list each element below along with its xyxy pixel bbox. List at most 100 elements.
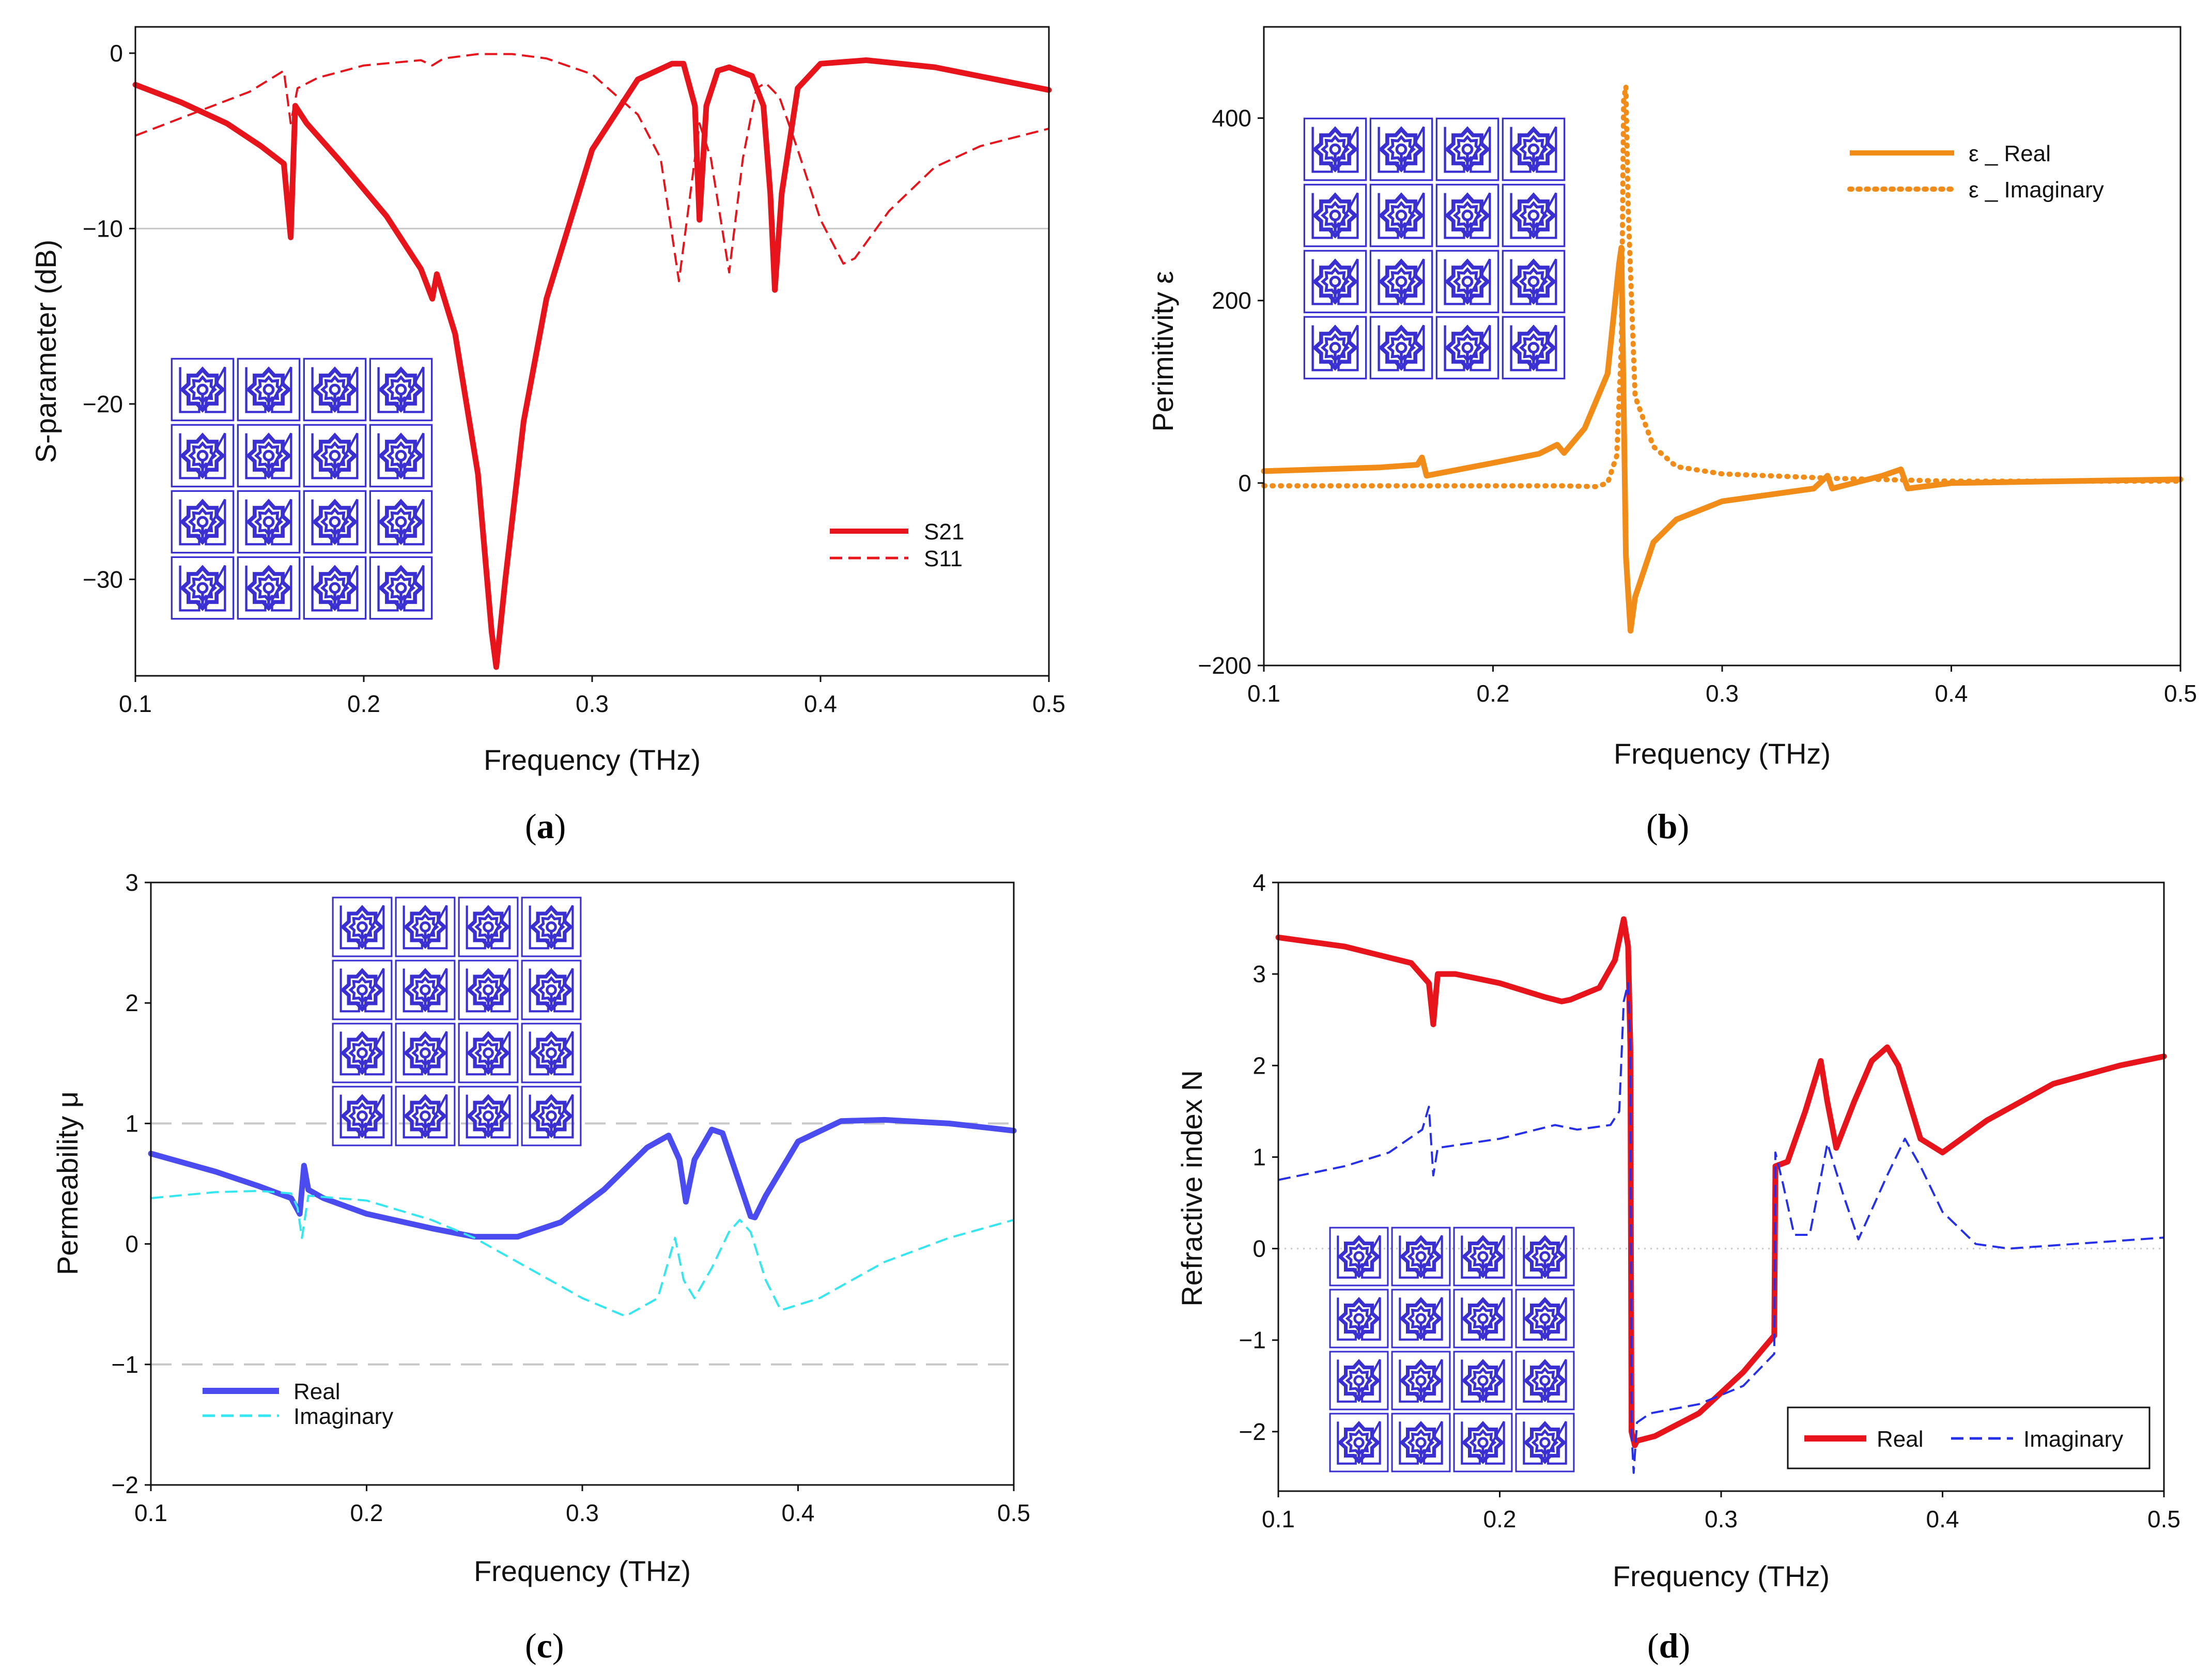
series-group-a — [132, 53, 1052, 670]
y-tick-label: −10 — [83, 215, 123, 242]
caption-d: (d) — [1647, 1626, 1690, 1665]
gridlines-c — [151, 1122, 1014, 1366]
panel-b: 0.1 0.2 0.3 0.4 0.5 −200 0 200 400 Frequency (T… — [1147, 26, 2197, 846]
unit-cell-icon — [396, 1087, 455, 1145]
caption-a: (a) — [525, 807, 566, 846]
unit-cell-icon — [522, 1024, 581, 1082]
legend-a: S21 S11 — [830, 519, 964, 571]
x-ticks-c: 0.1 0.2 0.3 0.4 0.5 — [134, 1485, 1030, 1526]
unit-cell-icon — [238, 425, 299, 486]
series-line-a-s11 — [135, 53, 1049, 283]
legend-label-s11: S11 — [924, 546, 963, 571]
unit-cell-icon — [1516, 1228, 1574, 1285]
y-axis-label-c: Permeability μ — [51, 1091, 84, 1275]
x-tick-label: 0.3 — [566, 1499, 599, 1526]
x-ticks-d: 0.1 0.2 0.3 0.4 0.5 — [1262, 1491, 2180, 1532]
y-axis-label-a: S-parameter (dB) — [29, 240, 62, 463]
unit-cell-icon — [522, 1087, 581, 1145]
x-tick-label: 0.2 — [347, 690, 380, 717]
x-tick-label: 0.5 — [1032, 690, 1065, 717]
y-tick-label: 0 — [125, 1231, 138, 1258]
x-axis-label-a: Frequency (THz) — [484, 743, 701, 776]
unit-cell-icon — [1454, 1414, 1512, 1471]
x-tick-label: 0.1 — [1247, 680, 1280, 707]
unit-cell-icon — [1370, 317, 1432, 378]
y-tick-label: 200 — [1212, 287, 1251, 314]
panel-d: 0.1 0.2 0.3 0.4 0.5 −2 −1 0 1 2 3 4 Frequency (THz… — [1175, 869, 2180, 1665]
unit-cell-icon — [304, 491, 365, 552]
caption-c: (c) — [525, 1626, 564, 1665]
series-group-c — [148, 1117, 1017, 1318]
legend-label-eps-imag: ε _ Imaginary — [1969, 177, 2104, 203]
unit-cell-icon — [396, 897, 455, 956]
unit-cell-icon — [333, 1024, 392, 1082]
y-tick-label: 1 — [1252, 1143, 1266, 1170]
unit-cell-icon — [238, 557, 299, 618]
caption-b: (b) — [1646, 807, 1689, 846]
y-tick-label: 2 — [1252, 1052, 1266, 1079]
unit-cell-icon — [1392, 1414, 1450, 1471]
unit-cell-icon — [1304, 118, 1366, 180]
x-tick-label: 0.5 — [2147, 1506, 2180, 1532]
unit-cell-icon — [1330, 1290, 1388, 1347]
y-ticks-c: −2 −1 0 1 2 3 — [112, 869, 151, 1498]
series-line-b-real — [1261, 244, 2184, 634]
unit-cell-icon — [1304, 251, 1366, 312]
unit-cell-icon — [238, 491, 299, 552]
y-tick-label: −2 — [1239, 1418, 1266, 1445]
unit-cell-icon — [1516, 1352, 1574, 1409]
unit-cell-icon — [522, 961, 581, 1019]
y-axis-label-b: Perimitivity ε — [1147, 271, 1179, 431]
y-tick-label: −1 — [1239, 1327, 1266, 1354]
unit-cell-icon — [1503, 317, 1564, 378]
legend-d: Real Imaginary — [1787, 1406, 2151, 1469]
y-tick-label: 400 — [1212, 105, 1251, 132]
unit-cell-icon — [304, 425, 365, 486]
unit-cell-icon — [333, 1087, 392, 1145]
unit-cell-icon — [1503, 184, 1564, 246]
unit-cell-icon — [1392, 1228, 1450, 1285]
unit-cell-icon — [1503, 251, 1564, 312]
unit-cell-icon — [1454, 1290, 1512, 1347]
series-line-b-imaginary — [1261, 83, 2183, 489]
x-tick-label: 0.5 — [997, 1499, 1030, 1526]
y-ticks-b: −200 0 200 400 — [1198, 105, 1264, 679]
y-tick-label: −1 — [112, 1351, 138, 1378]
unit-cell-icon — [370, 491, 431, 552]
unit-cell-icon — [1370, 251, 1432, 312]
unit-cell-icon — [370, 359, 431, 420]
unit-cell-icon — [1436, 317, 1498, 378]
series-line-d-real — [1275, 916, 2167, 1448]
unit-cell-icon — [333, 961, 392, 1019]
x-tick-label: 0.2 — [1477, 680, 1510, 707]
unit-cell-icon — [238, 359, 299, 420]
unit-cell-icon — [1392, 1352, 1450, 1409]
unit-cell-icon — [172, 557, 233, 618]
unit-cell-icon — [459, 1087, 518, 1145]
panel-a: 0.1 0.2 0.3 0.4 0.5 0 −10 −20 −30 Frequency (TH… — [29, 26, 1065, 846]
x-ticks-b: 0.1 0.2 0.3 0.4 0.5 — [1247, 665, 2197, 707]
series-line-d-imaginary — [1278, 982, 2164, 1474]
x-tick-label: 0.3 — [1705, 1506, 1738, 1532]
legend-b: ε _ Real ε _ Imaginary — [1847, 141, 2104, 203]
x-tick-label: 0.5 — [2164, 680, 2197, 707]
legend-label-n-imag: Imaginary — [2023, 1427, 2123, 1452]
x-tick-label: 0.1 — [119, 690, 152, 717]
unit-cell-icon — [172, 359, 233, 420]
unit-cell-icon — [370, 557, 431, 618]
series-line-c-imaginary — [150, 1190, 1014, 1318]
unit-cell-icon — [396, 961, 455, 1019]
unit-cell-icon — [396, 1024, 455, 1082]
unit-cell-icon — [1436, 251, 1498, 312]
inset-metamaterial-array-d — [1330, 1228, 1574, 1471]
series-group-b — [1261, 83, 2184, 634]
x-axis-label-b: Frequency (THz) — [1614, 737, 1831, 770]
y-tick-label: 3 — [125, 869, 138, 896]
unit-cell-icon — [1436, 184, 1498, 246]
unit-cell-icon — [304, 557, 365, 618]
caption-letter-b: b — [1658, 807, 1678, 846]
unit-cell-icon — [1516, 1290, 1574, 1347]
unit-cell-icon — [1330, 1352, 1388, 1409]
unit-cell-icon — [1436, 118, 1498, 180]
y-ticks-d: −2 −1 0 1 2 3 4 — [1239, 869, 1278, 1445]
